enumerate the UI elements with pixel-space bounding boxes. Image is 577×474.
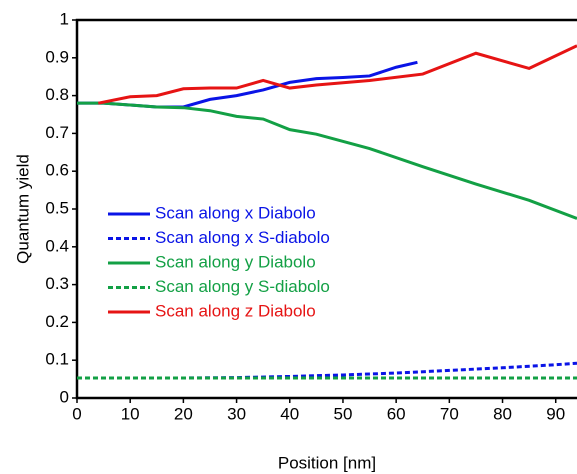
x-tick-label: 50: [333, 404, 352, 423]
y-tick-label: 0.1: [45, 350, 69, 369]
x-tick-label: 0: [72, 404, 81, 423]
y-tick-label: 0.6: [45, 161, 69, 180]
series-line: [77, 361, 577, 380]
x-tick-label: 90: [546, 404, 565, 423]
y-tick-label: 0.2: [45, 312, 69, 331]
y-tick-label: 0.3: [45, 274, 69, 293]
legend-label: Scan along z Diabolo: [155, 301, 316, 320]
y-tick-label: 0: [60, 387, 69, 406]
legend-label: Scan along y Diabolo: [155, 252, 316, 271]
x-axis-label: Position [nm]: [278, 453, 376, 472]
plot-area: [77, 44, 577, 380]
x-tick-label: 40: [280, 404, 299, 423]
x-tick-label: 10: [121, 404, 140, 423]
legend-label: Scan along x Diabolo: [155, 203, 316, 222]
series-line: [97, 44, 577, 105]
y-tick-label: 0.4: [45, 236, 69, 255]
y-tick-label: 0.5: [45, 198, 69, 217]
series-line: [77, 101, 577, 220]
y-tick-label: 0.9: [45, 47, 69, 66]
x-tick-label: 70: [440, 404, 459, 423]
x-tick-label: 60: [387, 404, 406, 423]
y-tick-label: 0.8: [45, 85, 69, 104]
legend-label: Scan along x S-diabolo: [155, 228, 330, 247]
y-axis-label: Quantum yield: [13, 154, 32, 264]
x-tick-label: 20: [174, 404, 193, 423]
y-tick-label: 1: [60, 9, 69, 28]
y-tick-label: 0.7: [45, 123, 69, 142]
x-tick-label: 80: [493, 404, 512, 423]
legend-label: Scan along y S-diabolo: [155, 277, 330, 296]
x-tick-label: 30: [227, 404, 246, 423]
